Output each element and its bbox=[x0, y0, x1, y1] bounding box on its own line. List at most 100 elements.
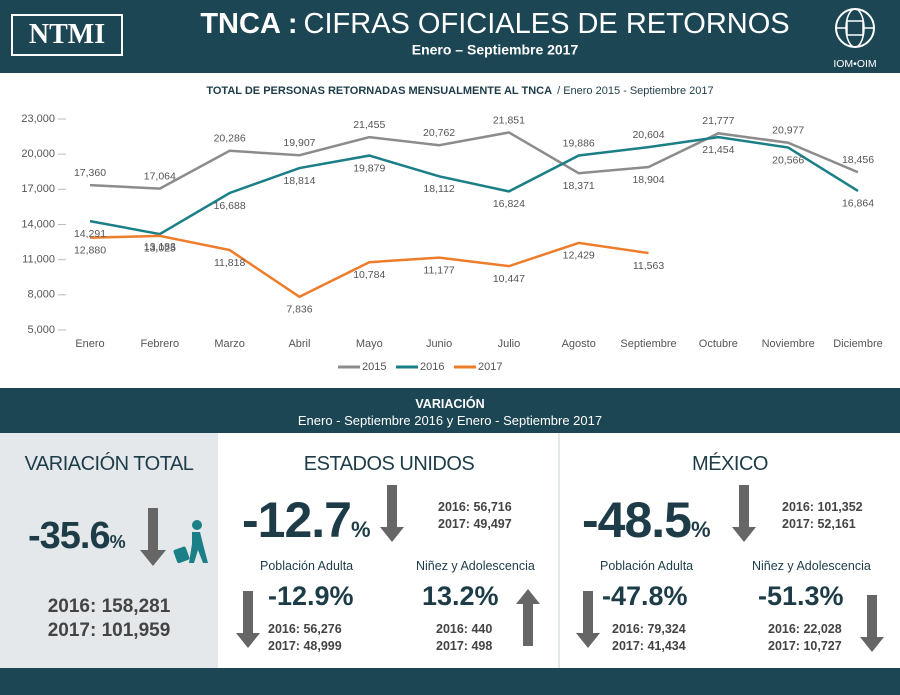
chart-title: TOTAL DE PERSONAS RETORNADAS MENSUALMENT… bbox=[206, 85, 713, 97]
y-tick-label: 8,000 bbox=[27, 289, 55, 301]
mexico-adults-2017: 2017: 41,434 bbox=[612, 639, 686, 653]
total-icons bbox=[140, 508, 208, 566]
usa-2017: 2017: 49,497 bbox=[438, 517, 512, 531]
total-2016: 2016: 158,281 bbox=[47, 596, 171, 617]
chart-subtitle: / Enero 2015 - Septiembre 2017 bbox=[557, 85, 714, 97]
x-tick-label: Junio bbox=[426, 338, 452, 350]
data-label: 16,864 bbox=[842, 198, 874, 210]
usa-heading: ESTADOS UNIDOS bbox=[303, 453, 475, 475]
mexico-2017: 2017: 52,161 bbox=[782, 517, 856, 531]
data-label: 12,880 bbox=[74, 244, 106, 256]
legend-label: 2015 bbox=[362, 361, 386, 373]
total-heading: VARIACIÓN TOTAL bbox=[24, 453, 194, 475]
usa-adults-2017: 2017: 48,999 bbox=[268, 639, 342, 653]
mexico-arrow bbox=[732, 485, 756, 542]
separator bbox=[558, 433, 560, 668]
total-change-value: -35.6 bbox=[28, 515, 111, 557]
logo: NTMI bbox=[11, 14, 123, 56]
data-label: 10,447 bbox=[493, 273, 525, 285]
y-tick-label: 5,000 bbox=[27, 324, 55, 336]
mexico-minors-2016: 2016: 22,028 bbox=[768, 622, 842, 636]
usa-adults-arrow bbox=[236, 591, 260, 648]
usa-change-value: -12.7 bbox=[242, 492, 352, 548]
partner-logo: IOM•OIM bbox=[833, 8, 877, 70]
data-label: 19,886 bbox=[563, 137, 595, 149]
mexico-adults-2016: 2016: 79,324 bbox=[612, 622, 686, 636]
mexico-2016: 2016: 101,352 bbox=[782, 500, 863, 514]
data-label: 13,025 bbox=[144, 243, 176, 255]
data-label: 19,907 bbox=[283, 137, 315, 149]
mexico-minors-2017: 2017: 10,727 bbox=[768, 639, 842, 653]
data-label: 21,454 bbox=[702, 144, 734, 156]
usa-adults-2016: 2016: 56,276 bbox=[268, 622, 342, 636]
x-tick-label: Mayo bbox=[356, 338, 383, 350]
data-label: 14,291 bbox=[74, 228, 106, 240]
mexico-minors-label: Niñez y Adolescencia bbox=[752, 559, 871, 573]
title-light: CIFRAS OFICIALES DE RETORNOS bbox=[304, 8, 790, 40]
y-tick-label: 14,000 bbox=[21, 218, 55, 230]
data-label: 20,566 bbox=[772, 154, 804, 166]
partner-logo-text: IOM•OIM bbox=[833, 58, 876, 70]
series-line bbox=[89, 131, 859, 190]
data-label: 18,112 bbox=[423, 183, 454, 195]
legend-label: 2017 bbox=[478, 361, 502, 373]
usa-minors-label: Niñez y Adolescencia bbox=[416, 559, 535, 573]
x-tick-label: Diciembre bbox=[833, 338, 883, 350]
data-label: 20,286 bbox=[214, 133, 246, 145]
mexico-adults-label: Población Adulta bbox=[600, 559, 694, 573]
total-years: 2016: 158,281 2017: 101,959 bbox=[0, 595, 218, 643]
x-tick-label: Abril bbox=[288, 338, 310, 350]
x-tick-label: Febrero bbox=[141, 338, 180, 350]
usa-minors-2016: 2016: 440 bbox=[436, 622, 493, 636]
y-tick-label: 11,000 bbox=[22, 254, 55, 266]
header: NTMI TNCA : CIFRAS OFICIALES DE RETORNOS … bbox=[0, 0, 900, 73]
data-label: 18,904 bbox=[632, 174, 664, 186]
total-2017: 2017: 101,959 bbox=[47, 620, 171, 641]
title-bold: TNCA : bbox=[200, 8, 297, 40]
mexico-adults-years: 2016: 79,324 2017: 41,434 bbox=[612, 621, 686, 655]
y-tick-label: 17,000 bbox=[21, 183, 55, 195]
legend-label: 2016 bbox=[420, 361, 444, 373]
total-change: -35.6% bbox=[28, 515, 126, 558]
data-label: 7,836 bbox=[286, 304, 312, 316]
mexico-minors-arrow bbox=[860, 595, 884, 652]
variation-subtitle: Enero - Septiembre 2016 y Enero - Septie… bbox=[297, 413, 603, 428]
data-label: 21,851 bbox=[493, 114, 525, 126]
data-label: 18,814 bbox=[283, 175, 315, 187]
usa-adults-label: Población Adulta bbox=[260, 559, 354, 573]
mexico-minors-years: 2016: 22,028 2017: 10,727 bbox=[768, 621, 842, 655]
footer-band bbox=[0, 668, 900, 695]
data-label: 20,977 bbox=[772, 124, 804, 136]
usa-minors-2017: 2017: 498 bbox=[436, 639, 493, 653]
variation-title: VARIACIÓN bbox=[415, 397, 485, 411]
data-label: 12,429 bbox=[563, 250, 595, 262]
data-label: 11,563 bbox=[633, 260, 664, 272]
usa-change: -12.7% bbox=[242, 491, 371, 549]
usa-minors-change: 13.2% bbox=[422, 581, 499, 611]
data-label: 18,371 bbox=[563, 180, 595, 192]
usa-arrow bbox=[380, 485, 404, 542]
data-label: 20,604 bbox=[632, 129, 664, 141]
mexico-change: -48.5% bbox=[582, 491, 711, 549]
usa-years: 2016: 56,716 2017: 49,497 bbox=[438, 499, 512, 533]
data-label: 19,879 bbox=[353, 162, 385, 174]
mexico-adults-change: -47.8% bbox=[602, 581, 688, 611]
data-label: 17,064 bbox=[144, 170, 176, 182]
x-tick-label: Agosto bbox=[562, 338, 596, 350]
usa-adults-change: -12.9% bbox=[268, 581, 354, 611]
mexico-minors-change: -51.3% bbox=[758, 581, 844, 611]
title: TNCA : CIFRAS OFICIALES DE RETORNOS bbox=[200, 8, 789, 40]
data-label: 21,777 bbox=[702, 115, 734, 127]
mexico-change-unit: % bbox=[690, 517, 711, 542]
data-label: 20,762 bbox=[423, 127, 455, 139]
mexico-heading: MÉXICO bbox=[692, 453, 768, 475]
data-label: 17,360 bbox=[74, 167, 106, 179]
variation-band: VARIACIÓN Enero - Septiembre 2016 y Ener… bbox=[0, 388, 900, 433]
series-line bbox=[89, 234, 649, 299]
usa-change-unit: % bbox=[350, 517, 371, 542]
header-title: TNCA : CIFRAS OFICIALES DE RETORNOS Enero… bbox=[200, 8, 789, 58]
total-change-unit: % bbox=[109, 532, 126, 552]
data-label: 10,784 bbox=[353, 269, 385, 281]
x-tick-label: Enero bbox=[75, 338, 104, 350]
